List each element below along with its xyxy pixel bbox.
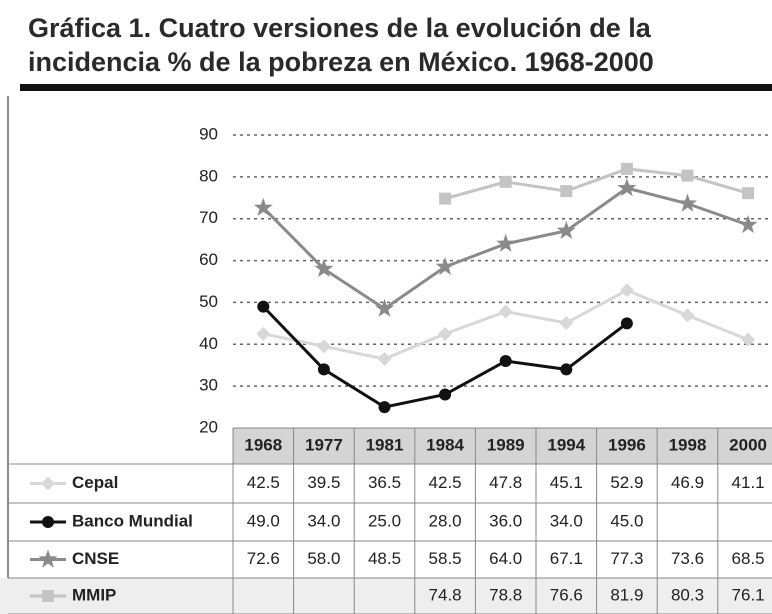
x-tick-label: 1989 (487, 435, 525, 454)
table-cell: 80.3 (671, 585, 704, 604)
marker (439, 388, 452, 401)
marker (377, 351, 392, 366)
marker (257, 300, 270, 313)
x-tick-label: 1998 (669, 435, 707, 454)
series-line (444, 167, 749, 201)
marker (617, 178, 637, 197)
x-tick-label: 1977 (305, 435, 343, 454)
marker (374, 298, 395, 317)
marker (742, 187, 755, 200)
marker (559, 315, 574, 330)
legend-label: Cepal (72, 473, 118, 492)
table-cell: 64.0 (489, 549, 522, 568)
marker (499, 175, 512, 188)
table-cell: 34.0 (550, 511, 583, 530)
y-tick-label: 80 (199, 166, 218, 185)
marker (496, 233, 516, 252)
table-cell: 68.5 (732, 549, 765, 568)
table-cell: 25.0 (368, 511, 401, 530)
table-cell: 36.0 (489, 511, 522, 530)
x-tick-label: 1994 (547, 435, 585, 454)
series-line (262, 186, 749, 311)
table-cell: 78.8 (489, 585, 522, 604)
y-tick-label: 60 (199, 250, 218, 269)
marker (620, 162, 633, 175)
table-cell: 67.1 (550, 549, 583, 568)
marker (680, 308, 695, 323)
marker (314, 258, 334, 278)
table-row-bg (0, 578, 772, 614)
table-cell: 52.9 (610, 473, 643, 492)
marker (738, 214, 758, 234)
table-cell: 49.0 (247, 511, 280, 530)
marker (498, 304, 513, 319)
table-cell: 72.6 (247, 549, 280, 568)
table-cell: 48.5 (368, 549, 401, 568)
marker (253, 197, 273, 216)
x-tick-label: 1984 (426, 435, 464, 454)
x-tick-label: 1981 (366, 435, 404, 454)
table-cell: 42.5 (429, 473, 462, 492)
y-tick-label: 50 (199, 292, 218, 311)
marker (741, 332, 756, 347)
table-header-bg (233, 428, 772, 464)
table-cell: 45.0 (610, 511, 643, 530)
marker (619, 283, 634, 298)
x-tick-label: 2000 (729, 435, 767, 454)
legend-label: MMIP (72, 585, 116, 604)
table-cell: 28.0 (429, 511, 462, 530)
marker (42, 516, 54, 528)
table-cell: 46.9 (671, 473, 704, 492)
legend-label: Banco Mundial (72, 511, 193, 530)
marker (620, 317, 633, 330)
table-cell: 47.8 (489, 473, 522, 492)
marker (438, 326, 453, 341)
table-cell: 77.3 (610, 549, 643, 568)
marker (499, 355, 512, 368)
y-tick-label: 70 (199, 208, 218, 227)
table-cell: 76.1 (732, 585, 765, 604)
marker (41, 476, 55, 491)
y-tick-label: 30 (199, 376, 218, 395)
table-cell: 76.6 (550, 585, 583, 604)
marker (42, 590, 54, 602)
marker (38, 549, 58, 568)
series-line (262, 288, 749, 361)
marker (378, 401, 391, 414)
table-cell: 36.5 (368, 473, 401, 492)
marker (677, 193, 698, 212)
table-cell: 45.1 (550, 473, 583, 492)
marker (560, 363, 573, 376)
marker (316, 339, 331, 354)
table-cell: 34.0 (307, 511, 340, 530)
marker (317, 363, 330, 376)
legend-label: CNSE (72, 549, 119, 568)
chart-title: Gráfica 1. Cuatro versiones de la evoluc… (28, 13, 654, 77)
marker (556, 220, 576, 239)
table-cell: 81.9 (610, 585, 643, 604)
table-cell: 41.1 (732, 473, 765, 492)
title-rule (20, 84, 772, 91)
table-cell: 58.0 (307, 549, 340, 568)
x-tick-label: 1996 (608, 435, 646, 454)
table-cell: 74.8 (429, 585, 462, 604)
table-cell: 73.6 (671, 549, 704, 568)
y-tick-label: 20 (199, 417, 218, 436)
marker (681, 169, 694, 182)
table-cell: 58.5 (429, 549, 462, 568)
table-cell: 42.5 (247, 473, 280, 492)
marker (435, 256, 455, 275)
marker (560, 185, 573, 198)
y-tick-label: 40 (199, 334, 218, 353)
y-tick-label: 90 (199, 124, 218, 143)
table-cell: 39.5 (307, 473, 340, 492)
x-tick-label: 1968 (244, 435, 282, 454)
marker (256, 326, 271, 341)
marker (439, 192, 452, 205)
